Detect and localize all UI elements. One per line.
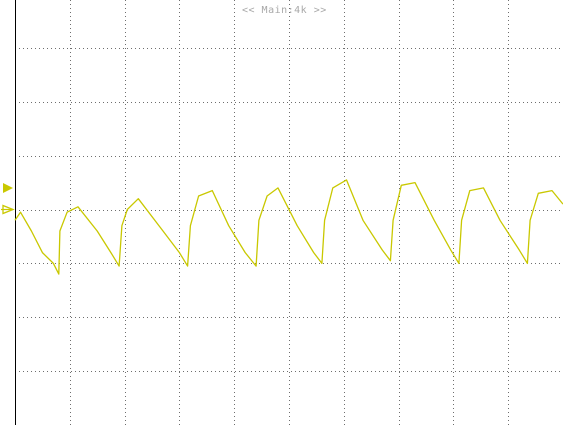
timebase-header: << Main:4k >> bbox=[242, 5, 327, 16]
trace-layer bbox=[14, 179, 563, 275]
channel-1-ground-marker-icon bbox=[1, 204, 15, 215]
graticule bbox=[15, 0, 563, 425]
trigger-level-marker-icon bbox=[3, 182, 13, 193]
waveform-trace bbox=[14, 179, 563, 275]
marker-layer bbox=[1, 182, 15, 215]
